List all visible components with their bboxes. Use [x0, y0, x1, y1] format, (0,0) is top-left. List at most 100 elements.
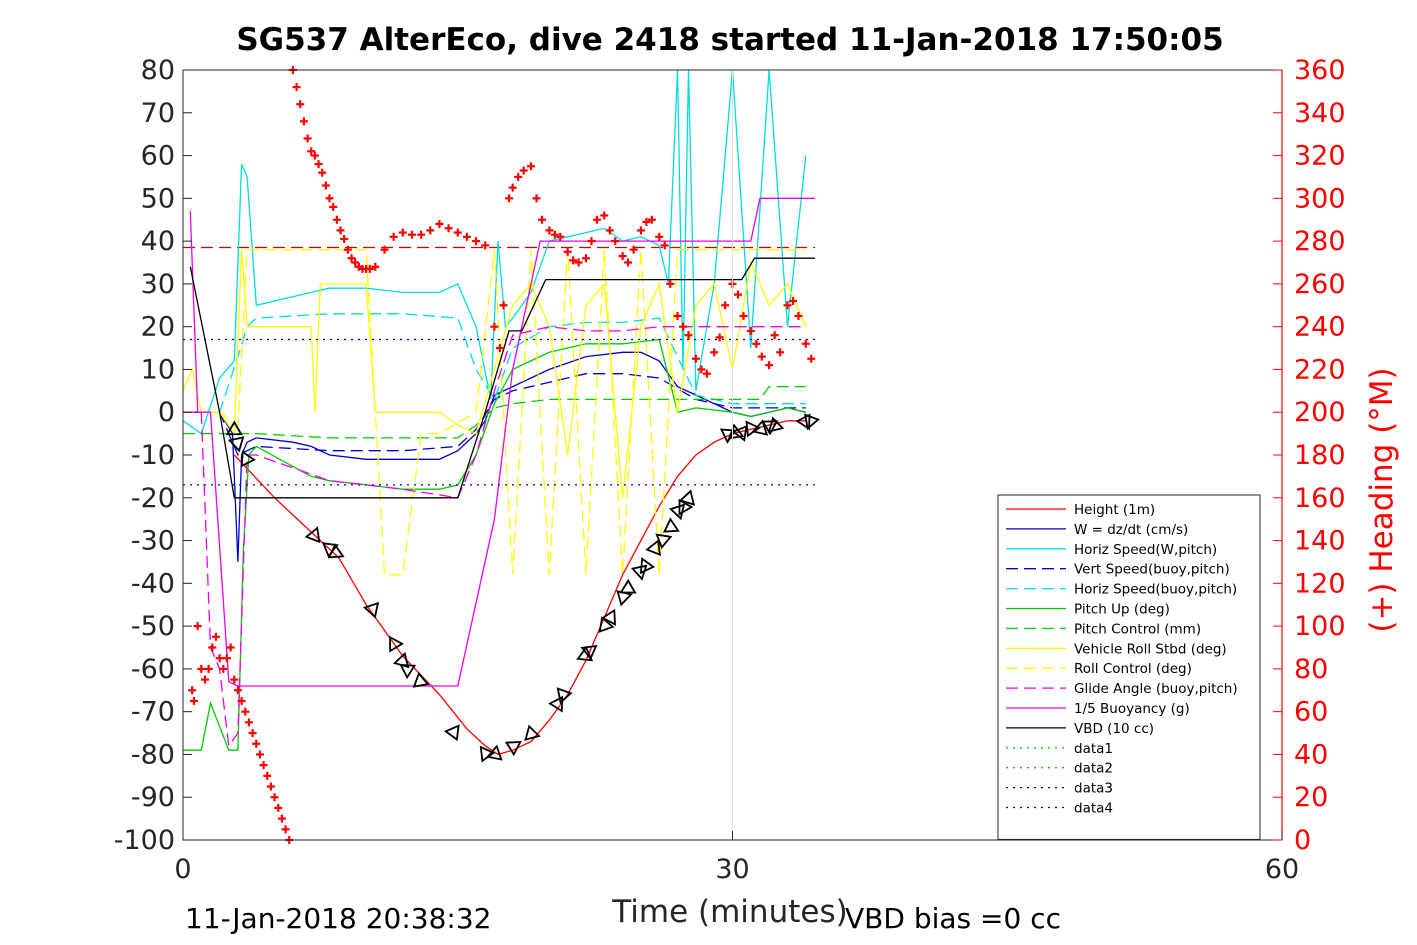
depth-triangle-marker — [443, 724, 460, 742]
series-line-6 — [183, 385, 806, 439]
heading-marker — [208, 643, 217, 652]
heading-marker — [252, 739, 261, 748]
depth-triangle-marker — [630, 564, 648, 581]
y-tick-label: 40 — [141, 226, 175, 257]
heading-marker — [215, 654, 224, 663]
y-tick-label: 10 — [141, 354, 175, 385]
y-tick-label: -10 — [131, 440, 175, 471]
depth-triangle-marker — [576, 645, 594, 662]
y-right-tick-label: 0 — [1294, 825, 1311, 856]
y-right-tick-label: 80 — [1294, 654, 1328, 685]
heading-marker — [351, 258, 360, 267]
depth-triangle-marker — [556, 687, 573, 705]
heading-marker — [514, 172, 523, 181]
y-tick-label: 60 — [141, 141, 175, 172]
depth-triangle-marker — [668, 503, 686, 521]
depth-triangle-marker — [412, 671, 430, 688]
legend-entry: Pitch Control (mm) — [1074, 621, 1201, 637]
heading-marker — [788, 297, 797, 305]
heading-marker — [417, 230, 426, 239]
heading-marker — [200, 675, 209, 684]
y-right-tick-label: 360 — [1294, 55, 1346, 86]
heading-marker — [222, 654, 231, 663]
heading-marker — [281, 825, 290, 834]
depth-triangle-marker — [304, 526, 321, 544]
heading-marker — [259, 761, 268, 770]
depth-triangle-marker — [504, 741, 522, 757]
heading-marker — [407, 230, 416, 239]
heading-marker — [248, 729, 257, 738]
legend-entry: W = dz/dt (cm/s) — [1074, 522, 1188, 538]
depth-triangle-marker — [767, 416, 785, 433]
heading-marker — [380, 245, 389, 254]
series-line-0 — [233, 420, 806, 756]
heading-marker — [770, 331, 779, 340]
heading-marker — [545, 226, 554, 235]
heading-marker — [325, 194, 334, 203]
heading-marker — [188, 686, 197, 695]
heading-marker — [611, 237, 620, 246]
heading-marker — [329, 202, 338, 211]
heading-marker — [389, 232, 398, 241]
heading-marker — [550, 230, 559, 239]
legend: Height (1m) W = dz/dt (cm/s) Horiz Speed(W… — [997, 494, 1261, 840]
heading-marker — [655, 232, 664, 241]
heading-marker — [508, 183, 517, 192]
depth-triangle-marker — [227, 436, 245, 453]
y-right-tick-label: 180 — [1294, 440, 1346, 471]
heading-marker — [581, 254, 590, 263]
legend-box — [997, 494, 1261, 840]
heading-marker — [666, 279, 675, 288]
y-right-tick-label: 280 — [1294, 226, 1346, 257]
heading-marker — [310, 151, 319, 160]
heading-marker — [226, 643, 235, 652]
depth-triangle-marker — [363, 601, 380, 619]
heading-marker — [505, 194, 514, 203]
tick-layer: 80706050403020100-10-20-30-40-50-60-70-8… — [114, 55, 1346, 885]
heading-marker — [219, 664, 228, 673]
y-tick-label: 0 — [158, 397, 175, 428]
depth-triangle-marker — [240, 450, 256, 468]
depth-triangle-marker — [655, 533, 673, 550]
heading-marker — [189, 696, 198, 705]
depth-triangle-marker — [731, 425, 748, 442]
heading-marker — [783, 301, 792, 310]
heading-marker — [636, 226, 645, 235]
heading-marker — [618, 252, 627, 261]
heading-marker — [277, 814, 286, 823]
heading-marker — [538, 215, 547, 224]
legend-entry: Height (1m) — [1074, 502, 1155, 518]
heading-marker — [702, 369, 711, 378]
marker-layer — [188, 66, 820, 844]
depth-triangle-marker — [761, 420, 779, 436]
heading-marker — [296, 100, 305, 109]
y-tick-label: 50 — [141, 183, 175, 214]
y-right-tick-label: 320 — [1294, 141, 1346, 172]
heading-marker — [624, 258, 633, 267]
legend-entry: data1 — [1074, 741, 1113, 757]
heading-marker — [490, 322, 499, 331]
y-right-tick-label: 20 — [1294, 782, 1328, 813]
series-line-11 — [189, 257, 815, 499]
heading-marker — [318, 168, 327, 177]
heading-marker — [673, 311, 682, 320]
y-right-tick-label: 160 — [1294, 483, 1346, 514]
series-layer — [182, 69, 815, 756]
y-tick-label: -100 — [114, 825, 175, 856]
series-line-8 — [183, 249, 806, 576]
depth-triangle-marker — [389, 635, 404, 653]
y-tick-label: -60 — [131, 654, 175, 685]
y-tick-label: -20 — [131, 483, 175, 514]
heading-marker — [343, 245, 352, 254]
heading-marker — [340, 234, 349, 243]
heading-marker — [807, 354, 816, 363]
heading-marker — [204, 664, 213, 673]
heading-marker — [752, 339, 761, 348]
y-right-tick-label: 40 — [1294, 739, 1328, 770]
heading-marker — [426, 226, 435, 235]
footer-timestamp: 11-Jan-2018 20:38:32 — [185, 902, 491, 935]
heading-marker — [270, 793, 279, 802]
series-line-10 — [189, 197, 815, 687]
heading-marker — [321, 181, 330, 190]
